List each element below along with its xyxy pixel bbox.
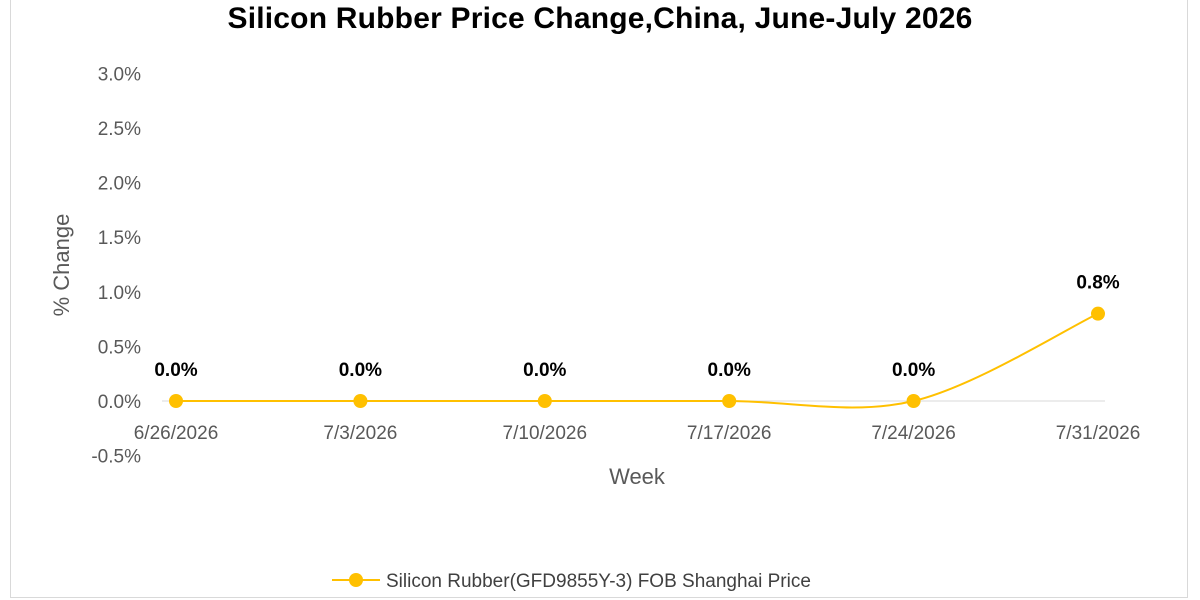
data-label: 0.0% bbox=[708, 360, 751, 381]
data-point bbox=[169, 394, 183, 408]
chart-frame bbox=[10, 0, 1188, 598]
y-tick-label: 2.5% bbox=[98, 119, 141, 140]
data-label: 0.0% bbox=[892, 360, 935, 381]
x-tick-label: 7/3/2026 bbox=[323, 423, 397, 444]
data-point bbox=[906, 394, 921, 408]
series-line bbox=[176, 312, 1099, 409]
y-axis: -0.5% 0.0% 0.5% 1.0% 1.5% 2.0% 2.5% 3.0% bbox=[91, 64, 141, 467]
y-tick-label: 2.0% bbox=[98, 174, 141, 195]
data-labels: 0.0% 0.0% 0.0% 0.0% 0.0% 0.8% bbox=[154, 273, 1119, 381]
data-label: 0.0% bbox=[523, 360, 566, 381]
legend-point-marker bbox=[349, 573, 363, 587]
x-tick-label: 7/24/2026 bbox=[871, 423, 956, 444]
data-point bbox=[1091, 306, 1105, 321]
data-point bbox=[353, 394, 368, 408]
data-label: 0.0% bbox=[154, 360, 197, 381]
data-point bbox=[537, 394, 552, 408]
x-tick-label: 7/10/2026 bbox=[503, 423, 588, 444]
x-tick-label: 6/26/2026 bbox=[134, 423, 219, 444]
legend: Silicon Rubber(GFD9855Y-3) FOB Shanghai … bbox=[332, 571, 811, 592]
legend-label: Silicon Rubber(GFD9855Y-3) FOB Shanghai … bbox=[386, 571, 811, 592]
chart-title: Silicon Rubber Price Change,China, June-… bbox=[227, 2, 973, 35]
y-tick-label: 3.0% bbox=[98, 64, 141, 85]
x-axis: 6/26/2026 7/3/2026 7/10/2026 7/17/2026 7/24/… bbox=[134, 423, 1141, 444]
y-tick-label: 1.5% bbox=[98, 228, 141, 249]
data-label: 0.0% bbox=[339, 360, 382, 381]
x-tick-label: 7/17/2026 bbox=[687, 423, 772, 444]
y-tick-label: 0.5% bbox=[98, 337, 141, 358]
x-tick-label: 7/31/2026 bbox=[1056, 423, 1141, 444]
data-point bbox=[722, 394, 737, 408]
y-tick-label: 0.0% bbox=[98, 392, 141, 413]
data-points bbox=[169, 306, 1105, 408]
data-label: 0.8% bbox=[1076, 273, 1119, 294]
y-axis-title: % Change bbox=[49, 214, 74, 317]
x-axis-title: Week bbox=[609, 464, 666, 489]
y-tick-label: -0.5% bbox=[91, 447, 141, 468]
y-tick-label: 1.0% bbox=[98, 283, 141, 304]
